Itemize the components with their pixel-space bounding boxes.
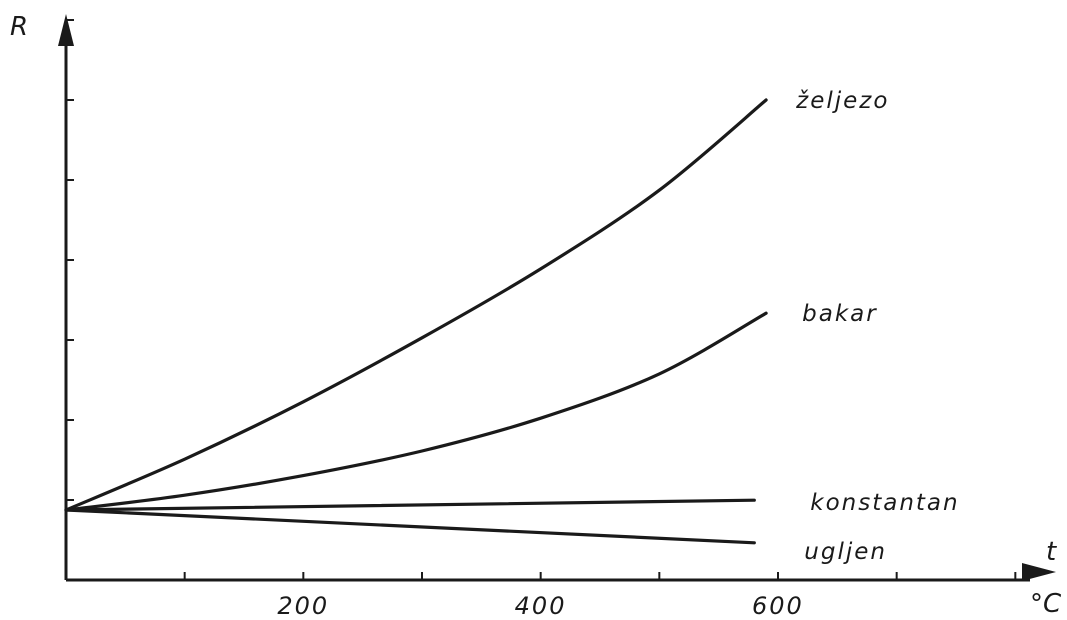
- series-lines: [64, 98, 768, 545]
- series-label: željezo: [795, 88, 889, 114]
- series-label: bakar: [802, 301, 878, 327]
- series-line-0: [64, 98, 768, 512]
- series-label: konstantan: [810, 490, 959, 516]
- x-tick-label: 200: [277, 592, 329, 620]
- series-line-1: [64, 311, 768, 512]
- y-axis-label: R: [10, 12, 28, 42]
- x-axis-arrow: [1022, 563, 1056, 581]
- x-axis-unit: °C: [1030, 589, 1062, 619]
- x-axis-label: t: [1046, 537, 1057, 567]
- y-ticks: [66, 19, 74, 501]
- x-tick-label: 400: [515, 592, 567, 620]
- series-label: ugljen: [804, 539, 887, 565]
- y-axis-arrow: [58, 14, 74, 46]
- x-tick-label: 600: [752, 592, 804, 620]
- series-line-3: [64, 508, 756, 545]
- series-line-2: [64, 498, 756, 512]
- axes: [58, 14, 1056, 582]
- x-ticks: 200 400 600: [183, 572, 1017, 620]
- series-labels: željezo bakar konstantan ugljen: [795, 88, 959, 565]
